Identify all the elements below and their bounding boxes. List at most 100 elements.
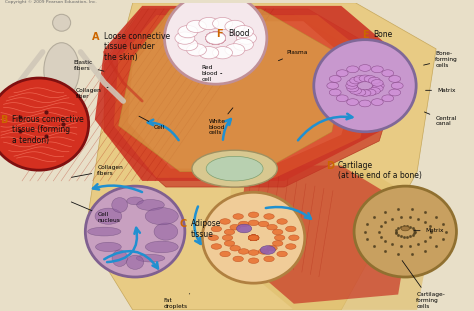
Polygon shape bbox=[237, 165, 412, 304]
Ellipse shape bbox=[371, 85, 383, 92]
Ellipse shape bbox=[212, 17, 232, 30]
Ellipse shape bbox=[230, 245, 240, 251]
Ellipse shape bbox=[273, 229, 283, 235]
Ellipse shape bbox=[277, 219, 287, 224]
Ellipse shape bbox=[127, 255, 144, 269]
Ellipse shape bbox=[368, 87, 380, 94]
Ellipse shape bbox=[206, 156, 263, 181]
Ellipse shape bbox=[277, 251, 287, 257]
Ellipse shape bbox=[286, 244, 296, 249]
Ellipse shape bbox=[136, 254, 165, 262]
Ellipse shape bbox=[208, 235, 219, 240]
Text: Bone-
forming
cells: Bone- forming cells bbox=[424, 51, 458, 68]
Ellipse shape bbox=[137, 200, 164, 211]
Ellipse shape bbox=[258, 221, 269, 227]
Ellipse shape bbox=[206, 32, 226, 44]
Ellipse shape bbox=[112, 197, 128, 212]
Ellipse shape bbox=[186, 20, 206, 33]
Ellipse shape bbox=[329, 76, 341, 82]
Ellipse shape bbox=[206, 32, 226, 44]
Ellipse shape bbox=[206, 32, 226, 44]
Ellipse shape bbox=[346, 82, 357, 89]
Ellipse shape bbox=[199, 17, 219, 30]
Text: Matrix: Matrix bbox=[414, 228, 444, 233]
Ellipse shape bbox=[347, 80, 359, 86]
Ellipse shape bbox=[154, 223, 178, 240]
Ellipse shape bbox=[248, 235, 259, 240]
Ellipse shape bbox=[238, 221, 249, 227]
Ellipse shape bbox=[359, 75, 371, 82]
Ellipse shape bbox=[234, 26, 254, 38]
Ellipse shape bbox=[222, 235, 233, 240]
Text: Cell: Cell bbox=[139, 116, 165, 130]
Ellipse shape bbox=[359, 65, 371, 71]
Ellipse shape bbox=[248, 235, 259, 240]
Ellipse shape bbox=[267, 225, 277, 230]
Text: White
blood
cells: White blood cells bbox=[209, 108, 233, 136]
Ellipse shape bbox=[389, 89, 401, 96]
Ellipse shape bbox=[186, 44, 206, 56]
Ellipse shape bbox=[354, 76, 366, 82]
Ellipse shape bbox=[53, 14, 71, 31]
Ellipse shape bbox=[248, 235, 259, 240]
Polygon shape bbox=[95, 6, 403, 181]
Ellipse shape bbox=[211, 226, 221, 232]
Ellipse shape bbox=[336, 70, 348, 77]
Text: Bone: Bone bbox=[374, 30, 393, 39]
Ellipse shape bbox=[248, 235, 259, 240]
Ellipse shape bbox=[238, 249, 249, 254]
Ellipse shape bbox=[178, 39, 198, 51]
Ellipse shape bbox=[401, 226, 410, 231]
Ellipse shape bbox=[314, 39, 416, 132]
Ellipse shape bbox=[336, 95, 348, 102]
Text: Loose connective
tissue (under
the skin): Loose connective tissue (under the skin) bbox=[104, 32, 171, 62]
Ellipse shape bbox=[248, 235, 259, 240]
Ellipse shape bbox=[175, 32, 195, 44]
Text: Fat
droplets: Fat droplets bbox=[164, 294, 190, 309]
Polygon shape bbox=[128, 21, 360, 169]
Ellipse shape bbox=[260, 246, 275, 254]
Ellipse shape bbox=[346, 99, 358, 105]
Ellipse shape bbox=[248, 235, 259, 240]
Text: Plasma: Plasma bbox=[278, 50, 308, 61]
Ellipse shape bbox=[364, 76, 376, 82]
Ellipse shape bbox=[289, 235, 299, 240]
Ellipse shape bbox=[382, 70, 394, 77]
Ellipse shape bbox=[258, 249, 269, 254]
Ellipse shape bbox=[350, 87, 362, 94]
Text: Cartilage-
forming
cells: Cartilage- forming cells bbox=[402, 261, 445, 309]
Polygon shape bbox=[118, 9, 346, 172]
Text: Elastic
fibers: Elastic fibers bbox=[73, 60, 104, 71]
Ellipse shape bbox=[248, 235, 259, 240]
Ellipse shape bbox=[248, 258, 259, 263]
Ellipse shape bbox=[145, 208, 178, 225]
Text: Collagen
fiber: Collagen fiber bbox=[76, 87, 108, 99]
Ellipse shape bbox=[211, 244, 221, 249]
Ellipse shape bbox=[372, 66, 383, 73]
Ellipse shape bbox=[202, 192, 305, 283]
Ellipse shape bbox=[95, 208, 122, 224]
Ellipse shape bbox=[248, 212, 259, 217]
Ellipse shape bbox=[225, 44, 245, 56]
Ellipse shape bbox=[248, 235, 259, 240]
Ellipse shape bbox=[234, 39, 254, 51]
Text: Cartilage
(at the end of a bone): Cartilage (at the end of a bone) bbox=[338, 161, 422, 180]
Text: B: B bbox=[0, 115, 8, 125]
Ellipse shape bbox=[220, 219, 230, 224]
Polygon shape bbox=[85, 3, 436, 310]
Ellipse shape bbox=[88, 227, 121, 236]
Ellipse shape bbox=[327, 82, 338, 89]
Ellipse shape bbox=[237, 32, 256, 44]
Ellipse shape bbox=[224, 229, 235, 235]
Text: Copyright © 2009 Pearson Education, Inc.: Copyright © 2009 Pearson Education, Inc. bbox=[5, 0, 97, 4]
Ellipse shape bbox=[354, 89, 366, 96]
Ellipse shape bbox=[354, 186, 456, 277]
Ellipse shape bbox=[248, 235, 259, 240]
Ellipse shape bbox=[199, 47, 219, 59]
Ellipse shape bbox=[389, 76, 401, 82]
Ellipse shape bbox=[164, 0, 267, 84]
Text: A: A bbox=[92, 32, 100, 42]
Ellipse shape bbox=[220, 251, 230, 257]
Polygon shape bbox=[114, 15, 379, 178]
Ellipse shape bbox=[274, 235, 285, 240]
